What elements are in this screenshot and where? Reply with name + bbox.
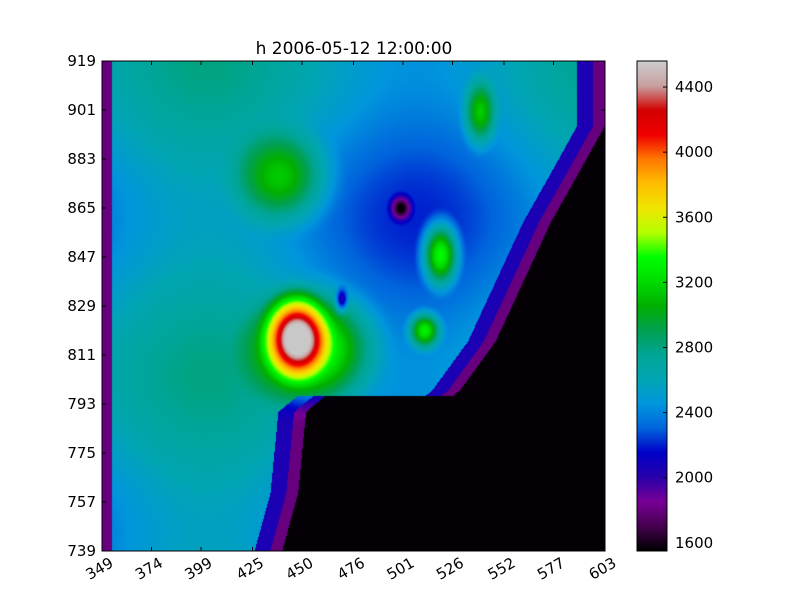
y-tick-label: 883	[67, 150, 96, 168]
y-tick-label: 775	[67, 444, 96, 462]
x-tick-label: 425	[233, 554, 267, 584]
colorbar-gradient	[637, 61, 667, 551]
colorbar-tick-label: 2800	[675, 339, 713, 357]
colorbar-tick-label: 2400	[675, 404, 713, 422]
colorbar: 4400 4000 3600 3200 2800 2400 2000 1600	[636, 60, 713, 552]
x-tick-label: 374	[132, 554, 166, 584]
colorbar-tick-label: 4000	[675, 143, 713, 161]
colorbar-axis: 4400 4000 3600 3200 2800 2400 2000 1600	[663, 78, 713, 552]
x-tick-label: 603	[586, 554, 620, 584]
colorbar-tick-label: 4400	[675, 78, 713, 96]
x-tick-label: 526	[433, 554, 467, 584]
y-tick-label: 865	[67, 199, 96, 217]
colorbar-tick-label: 3200	[675, 273, 713, 291]
y-tick-label: 757	[67, 493, 96, 511]
y-tick-label: 919	[67, 52, 96, 70]
y-tick-label: 847	[67, 248, 96, 266]
y-tick-label: 739	[67, 542, 96, 560]
x-tick-label: 501	[384, 554, 418, 584]
y-axis: 919 901 883 865 847 829 811 793 775 757 739	[67, 52, 605, 560]
colorbar-frame	[636, 60, 668, 552]
heatmap-image	[102, 61, 605, 551]
x-tick-label: 476	[334, 554, 368, 584]
x-tick-label: 552	[485, 554, 519, 584]
colorbar-tick-label: 1600	[675, 534, 713, 552]
plot-area	[101, 60, 606, 552]
x-tick-label: 577	[534, 554, 568, 584]
chart-title: h 2006-05-12 12:00:00	[256, 39, 453, 59]
x-tick-label: 450	[283, 554, 317, 584]
colorbar-tick-label: 3600	[675, 208, 713, 226]
y-tick-label: 793	[67, 395, 96, 413]
x-tick-label: 399	[182, 554, 216, 584]
y-tick-label: 829	[67, 297, 96, 315]
y-tick-label: 811	[67, 346, 96, 364]
colorbar-tick-label: 2000	[675, 469, 713, 487]
y-tick-label: 901	[67, 101, 96, 119]
